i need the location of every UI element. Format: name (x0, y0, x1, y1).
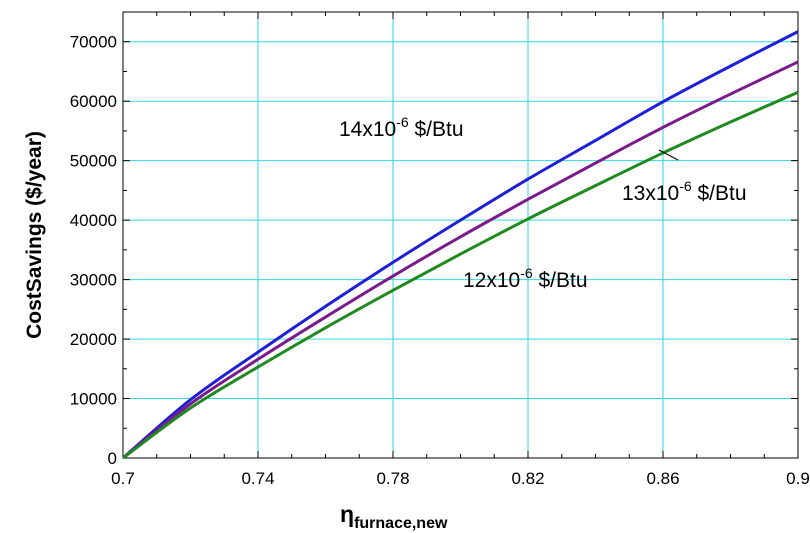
y-tick-label: 50000 (70, 152, 117, 171)
plot-area (123, 12, 798, 458)
x-axis-title-symbol: η (340, 501, 354, 527)
x-tick-labels: 0.7 0.74 0.78 0.82 0.86 0.9 (111, 469, 810, 488)
x-tick-label: 0.82 (511, 469, 544, 488)
y-tick-label: 10000 (70, 390, 117, 409)
x-tick-label: 0.74 (241, 469, 274, 488)
y-tick-label: 70000 (70, 33, 117, 52)
y-axis-title: CostSavings ($/year) (23, 131, 46, 339)
y-tick-label: 60000 (70, 92, 117, 111)
y-tick-label: 30000 (70, 271, 117, 290)
y-tick-label: 40000 (70, 211, 117, 230)
x-axis-title: ηfurnace,new (340, 501, 448, 532)
x-axis-title-subscript: furnace,new (354, 515, 448, 532)
y-tick-label: 0 (108, 449, 117, 468)
x-tick-label: 0.86 (646, 469, 679, 488)
x-tick-label: 0.7 (111, 469, 135, 488)
x-tick-label: 0.9 (786, 469, 810, 488)
x-tick-label: 0.78 (376, 469, 409, 488)
y-tick-labels: 0 10000 20000 30000 40000 50000 60000 70000 (70, 33, 117, 468)
y-tick-label: 20000 (70, 330, 117, 349)
